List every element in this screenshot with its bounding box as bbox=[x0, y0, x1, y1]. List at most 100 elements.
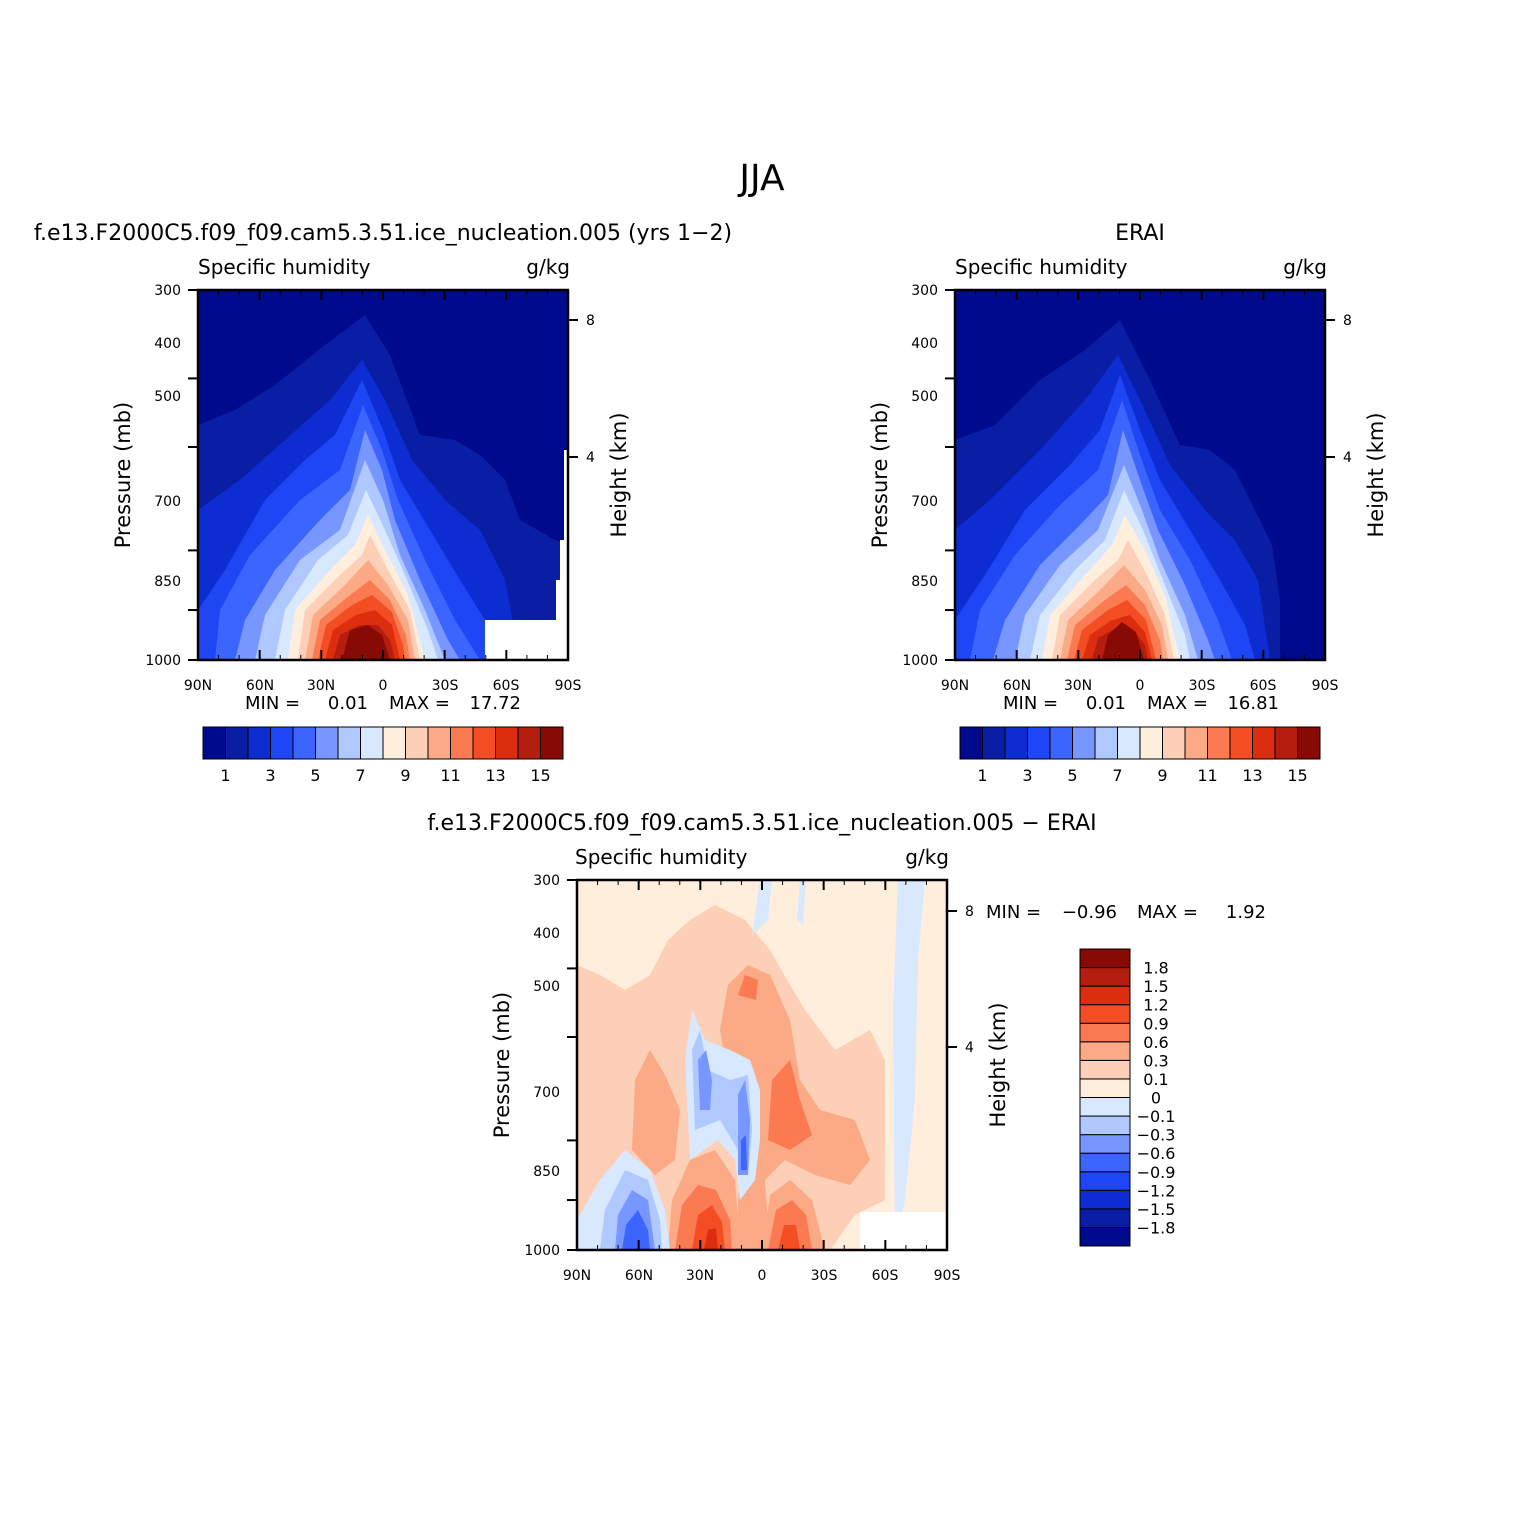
y-tick-label: 1000 bbox=[902, 653, 938, 669]
x-axis: 90N 60N 30N 0 30S 60S 90S bbox=[184, 678, 582, 694]
y2-tick-label: 8 bbox=[1343, 313, 1352, 329]
contour-pos-0p6 bbox=[768, 1060, 812, 1150]
y-tick-label: 850 bbox=[533, 1164, 560, 1180]
y-tick-label: 300 bbox=[911, 283, 938, 299]
colorbar-box bbox=[1229, 726, 1253, 760]
y-tick-label: 300 bbox=[154, 283, 181, 299]
y-tick-label: 300 bbox=[533, 873, 560, 889]
x-tick-label: 60N bbox=[246, 678, 274, 694]
colorbar-label: −0.9 bbox=[1137, 1163, 1176, 1182]
colorbar-box bbox=[1184, 726, 1208, 760]
colorbar-box bbox=[1079, 1226, 1131, 1247]
colorbar-box bbox=[382, 726, 406, 760]
y-tick-label: 1000 bbox=[524, 1243, 560, 1259]
x-axis: 90N 60N 30N 0 30S 60S 90S bbox=[941, 678, 1339, 694]
colorbar-label: 0.3 bbox=[1143, 1051, 1168, 1070]
y-axis-pressure: 300 400 500 700 850 1000 Pressure (mb) bbox=[490, 873, 560, 1259]
y-axis-height: 8 4 Height (km) bbox=[947, 904, 1010, 1128]
colorbar-label: 9 bbox=[400, 766, 410, 785]
colorbar-box bbox=[1252, 726, 1276, 760]
colorbar-label: 11 bbox=[440, 766, 460, 785]
colorbar-label: 5 bbox=[310, 766, 320, 785]
units-label: g/kg bbox=[1283, 255, 1327, 279]
x-tick-label: 60N bbox=[625, 1268, 653, 1284]
y2-tick-label: 8 bbox=[586, 313, 595, 329]
colorbar-box bbox=[1079, 1134, 1131, 1154]
colorbar-label: 15 bbox=[1287, 766, 1307, 785]
y-axis-height: 8 4 Height (km) bbox=[1325, 313, 1388, 538]
contour-pos-0p9 bbox=[778, 1225, 800, 1250]
x-tick-label: 90N bbox=[941, 678, 969, 694]
colorbar-box bbox=[337, 726, 361, 760]
y2-tick-label: 4 bbox=[586, 450, 595, 466]
x-tick-label: 0 bbox=[1136, 678, 1145, 694]
colorbar-box bbox=[405, 726, 429, 760]
colorbar-box bbox=[247, 726, 271, 760]
variable-label: Specific humidity bbox=[955, 255, 1128, 279]
colorbar-box bbox=[315, 726, 339, 760]
variable-label: Specific humidity bbox=[575, 845, 748, 869]
colorbar-label: 9 bbox=[1157, 766, 1167, 785]
y-tick-label: 400 bbox=[154, 336, 181, 352]
max-label: MAX = bbox=[389, 693, 450, 714]
colorbar-label: 0 bbox=[1151, 1089, 1161, 1108]
colorbar-box bbox=[1207, 726, 1231, 760]
y-tick-label: 500 bbox=[533, 979, 560, 995]
x-tick-label: 60S bbox=[493, 678, 520, 694]
colorbar-box bbox=[1079, 1152, 1131, 1173]
colorbar-box bbox=[1079, 1208, 1131, 1228]
colorbar-box bbox=[270, 726, 294, 760]
colorbar-label: 0.9 bbox=[1143, 1014, 1168, 1033]
colorbar-box bbox=[292, 726, 316, 760]
colorbar-box bbox=[1094, 726, 1118, 760]
colorbar-label: −1.8 bbox=[1137, 1218, 1176, 1237]
colorbar-box bbox=[450, 726, 474, 760]
y2-axis-title: Height (km) bbox=[607, 412, 631, 537]
panel-erai: ERAI Specific humidity g/kg 90N 60N 30N bbox=[868, 221, 1388, 785]
min-label: MIN = bbox=[986, 902, 1041, 923]
contour-neg-0p1 bbox=[893, 880, 925, 1250]
colorbar-label: 1.8 bbox=[1143, 959, 1168, 978]
colorbar-box bbox=[427, 726, 451, 760]
colorbar-label: −0.3 bbox=[1137, 1126, 1176, 1145]
colorbar-label: 3 bbox=[1022, 766, 1032, 785]
colorbar-box bbox=[1004, 726, 1028, 760]
colorbar-label: 3 bbox=[265, 766, 275, 785]
y-tick-label: 700 bbox=[154, 494, 181, 510]
x-tick-label: 60N bbox=[1003, 678, 1031, 694]
colorbar-box bbox=[1079, 1115, 1131, 1136]
colorbar-label: 0.1 bbox=[1143, 1070, 1168, 1089]
min-label: MIN = bbox=[245, 693, 300, 714]
units-label: g/kg bbox=[526, 255, 570, 279]
colorbar-label: −0.6 bbox=[1137, 1144, 1176, 1163]
colorbar-box bbox=[540, 726, 564, 760]
colorbar-box bbox=[1079, 1041, 1131, 1061]
x-tick-label: 60S bbox=[1250, 678, 1277, 694]
y2-tick-label: 4 bbox=[1343, 450, 1352, 466]
x-tick-label: 60S bbox=[872, 1268, 899, 1284]
colorbar-label: −1.2 bbox=[1137, 1181, 1176, 1200]
contour-pos-0p3 bbox=[632, 1050, 680, 1175]
colorbar-label: 13 bbox=[1242, 766, 1262, 785]
colorbar-label: −1.5 bbox=[1137, 1200, 1176, 1219]
y-tick-label: 500 bbox=[911, 389, 938, 405]
min-value: 0.01 bbox=[328, 693, 368, 714]
contour-level-15 bbox=[342, 625, 390, 660]
colorbar-model: 1 3 5 7 9 11 13 15 bbox=[202, 726, 564, 785]
y-tick-label: 400 bbox=[911, 336, 938, 352]
contour-neg-0p9 bbox=[741, 1135, 747, 1170]
max-value: 17.72 bbox=[469, 693, 521, 714]
x-tick-label: 90S bbox=[934, 1268, 961, 1284]
y-axis-height: 8 4 Height (km) bbox=[568, 313, 631, 538]
colorbar-label: 1.2 bbox=[1143, 996, 1168, 1015]
colorbar-box bbox=[472, 726, 496, 760]
colorbar-box bbox=[1079, 985, 1131, 1006]
x-tick-label: 90N bbox=[563, 1268, 591, 1284]
contour-pos-0p6 bbox=[738, 975, 758, 1000]
panel-title: f.e13.F2000C5.f09_f09.cam5.3.51.ice_nucl… bbox=[34, 221, 732, 246]
y2-axis-title: Height (km) bbox=[986, 1002, 1010, 1127]
colorbar-box bbox=[1079, 1059, 1131, 1080]
tick-marks bbox=[945, 289, 1326, 661]
colorbar-box bbox=[1079, 1189, 1131, 1210]
y-tick-label: 850 bbox=[154, 574, 181, 590]
